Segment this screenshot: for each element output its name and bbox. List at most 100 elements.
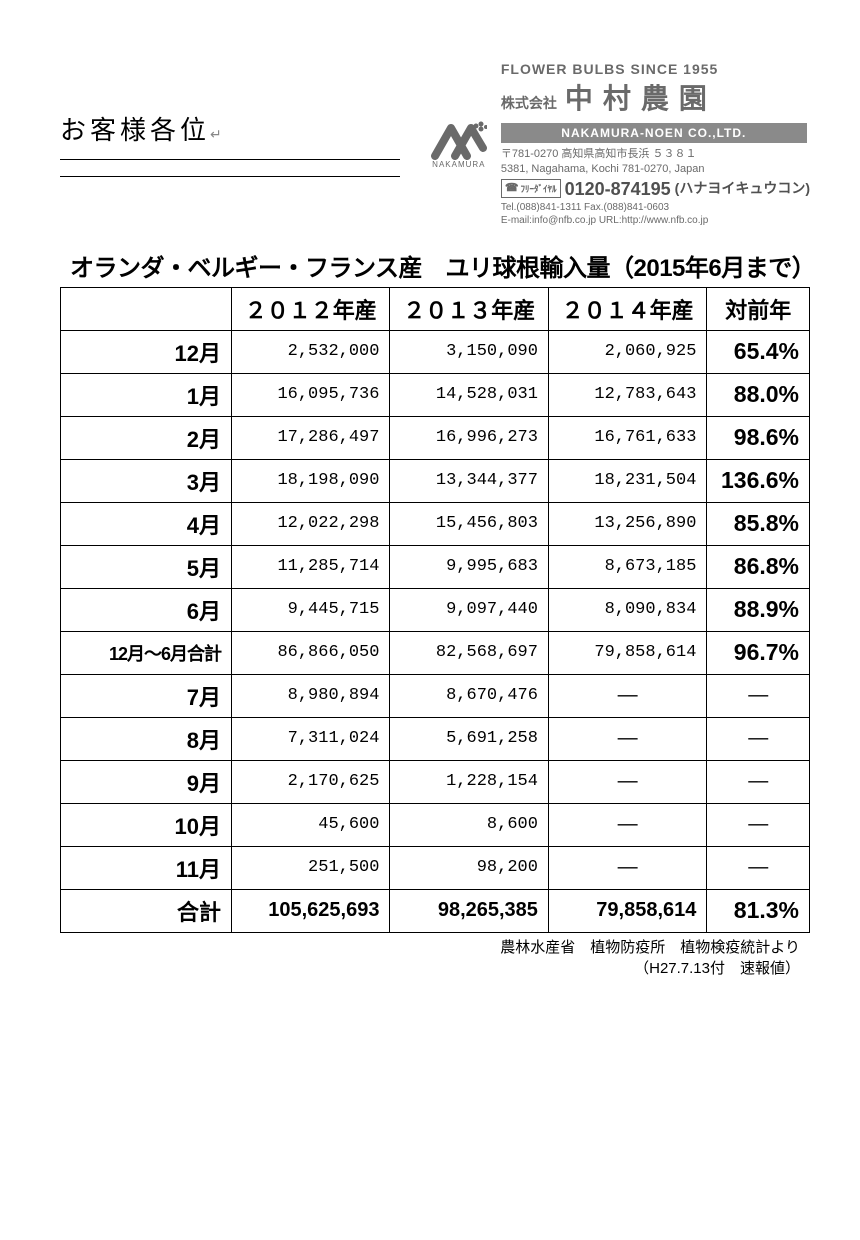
address-jp: 〒781-0270 高知県高知市長浜 ５３８１ xyxy=(501,147,810,162)
cell-pct: ― xyxy=(707,803,810,846)
cell-v2014: ― xyxy=(548,760,706,803)
col-2013: ２０１３年産 xyxy=(390,287,548,330)
tagline: FLOWER BULBS SINCE 1955 xyxy=(501,60,810,79)
cell-v2014: 8,673,185 xyxy=(548,545,706,588)
cell-v2012: 2,170,625 xyxy=(232,760,390,803)
row-label: 2月 xyxy=(61,416,232,459)
cell-v2013: 98,265,385 xyxy=(390,889,548,932)
row-label: 4月 xyxy=(61,502,232,545)
company-info: NAKAMURA FLOWER BULBS SINCE 1955 株式会社 中村… xyxy=(431,60,810,228)
cell-v2014: 18,231,504 xyxy=(548,459,706,502)
row-label: 3月 xyxy=(61,459,232,502)
cell-v2013: 14,528,031 xyxy=(390,373,548,416)
cell-v2014: 12,783,643 xyxy=(548,373,706,416)
footnote: 農林水産省 植物防疫所 植物検疫統計より （H27.7.13付 速報値） xyxy=(60,937,810,979)
cell-pct: ― xyxy=(707,760,810,803)
footnote-line1: 農林水産省 植物防疫所 植物検疫統計より xyxy=(500,939,800,956)
return-mark: ↵ xyxy=(210,128,226,143)
cell-v2014: ― xyxy=(548,674,706,717)
cell-v2013: 9,097,440 xyxy=(390,588,548,631)
free-dial-icon: ☎ﾌﾘｰﾀﾞｲﾔﾙ xyxy=(501,179,561,198)
letterhead: お客様各位↵ xyxy=(60,60,810,228)
table-row: 4月12,022,29815,456,80313,256,89085.8% xyxy=(61,502,810,545)
cell-v2013: 98,200 xyxy=(390,846,548,889)
table-row: 8月7,311,0245,691,258―― xyxy=(61,717,810,760)
company-name: 中村農園 xyxy=(565,81,717,119)
address-en: 5381, Nagahama, Kochi 781-0270, Japan xyxy=(501,162,810,177)
cell-v2012: 7,311,024 xyxy=(232,717,390,760)
table-row: 7月8,980,8948,670,476―― xyxy=(61,674,810,717)
cell-pct: 98.6% xyxy=(707,416,810,459)
company-name-en: NAKAMURA-NOEN CO.,LTD. xyxy=(501,123,807,143)
table-row: 3月18,198,09013,344,37718,231,504136.6% xyxy=(61,459,810,502)
row-label: 11月 xyxy=(61,846,232,889)
table-row: 9月2,170,6251,228,154―― xyxy=(61,760,810,803)
cell-pct: 136.6% xyxy=(707,459,810,502)
cell-v2012: 11,285,714 xyxy=(232,545,390,588)
phone-number: 0120-874195 xyxy=(565,177,671,201)
cell-v2014: 2,060,925 xyxy=(548,330,706,373)
cell-v2014: 16,761,633 xyxy=(548,416,706,459)
table-header-row: ２０１２年産 ２０１３年産 ２０１４年産 対前年 xyxy=(61,287,810,330)
cell-v2013: 3,150,090 xyxy=(390,330,548,373)
cell-v2014: ― xyxy=(548,846,706,889)
table-row: 2月17,286,49716,996,27316,761,63398.6% xyxy=(61,416,810,459)
table-row: 12月2,532,0003,150,0902,060,92565.4% xyxy=(61,330,810,373)
col-2014: ２０１４年産 xyxy=(548,287,706,330)
cell-v2012: 18,198,090 xyxy=(232,459,390,502)
cell-v2012: 9,445,715 xyxy=(232,588,390,631)
cell-v2012: 2,532,000 xyxy=(232,330,390,373)
col-vs-prev: 対前年 xyxy=(707,287,810,330)
cell-v2012: 8,980,894 xyxy=(232,674,390,717)
cell-pct: ― xyxy=(707,674,810,717)
logo-icon-wrap: NAKAMURA xyxy=(431,118,487,171)
cell-v2012: 16,095,736 xyxy=(232,373,390,416)
row-label: 1月 xyxy=(61,373,232,416)
row-label: 10月 xyxy=(61,803,232,846)
table-row: 10月45,6008,600―― xyxy=(61,803,810,846)
cell-v2013: 5,691,258 xyxy=(390,717,548,760)
customer-salutation-block: お客様各位↵ xyxy=(60,60,400,177)
cell-v2014: ― xyxy=(548,803,706,846)
tel-fax: Tel.(088)841-1311 Fax.(088)841-0603 xyxy=(501,201,810,215)
cell-pct: 81.3% xyxy=(707,889,810,932)
divider xyxy=(60,176,400,177)
row-label: 合計 xyxy=(61,889,232,932)
cell-v2013: 9,995,683 xyxy=(390,545,548,588)
cell-v2012: 86,866,050 xyxy=(232,631,390,674)
email-url: E-mail:info@nfb.co.jp URL:http://www.nfb… xyxy=(501,214,810,228)
row-label: 12月～6月合計 xyxy=(61,631,232,674)
cell-pct: 88.0% xyxy=(707,373,810,416)
row-label: 12月 xyxy=(61,330,232,373)
cell-pct: 88.9% xyxy=(707,588,810,631)
row-label: 7月 xyxy=(61,674,232,717)
cell-v2012: 105,625,693 xyxy=(232,889,390,932)
col-2012: ２０１２年産 xyxy=(232,287,390,330)
table-row: 1月16,095,73614,528,03112,783,64388.0% xyxy=(61,373,810,416)
cell-v2012: 12,022,298 xyxy=(232,502,390,545)
phone-note: (ハナヨイキュウコン) xyxy=(675,179,810,198)
cell-pct: 65.4% xyxy=(707,330,810,373)
nakamura-logo-icon xyxy=(431,118,487,162)
divider xyxy=(60,159,400,160)
phone-row: ☎ﾌﾘｰﾀﾞｲﾔﾙ 0120-874195 (ハナヨイキュウコン) xyxy=(501,177,810,201)
cell-v2013: 1,228,154 xyxy=(390,760,548,803)
customer-salutation: お客様各位 xyxy=(60,116,210,145)
table-row: 5月11,285,7149,995,6838,673,18586.8% xyxy=(61,545,810,588)
cell-v2013: 8,600 xyxy=(390,803,548,846)
cell-v2012: 251,500 xyxy=(232,846,390,889)
cell-v2014: 79,858,614 xyxy=(548,889,706,932)
table-row: 合計105,625,69398,265,38579,858,61481.3% xyxy=(61,889,810,932)
cell-v2014: ― xyxy=(548,717,706,760)
cell-pct: 86.8% xyxy=(707,545,810,588)
row-label: 9月 xyxy=(61,760,232,803)
free-dial-label: ﾌﾘｰﾀﾞｲﾔﾙ xyxy=(521,183,557,195)
cell-v2013: 8,670,476 xyxy=(390,674,548,717)
col-blank xyxy=(61,287,232,330)
import-table: ２０１２年産 ２０１３年産 ２０１４年産 対前年 12月2,532,0003,1… xyxy=(60,287,810,933)
cell-v2012: 17,286,497 xyxy=(232,416,390,459)
cell-pct: ― xyxy=(707,846,810,889)
footnote-line2: （H27.7.13付 速報値） xyxy=(634,960,800,977)
cell-v2014: 79,858,614 xyxy=(548,631,706,674)
cell-v2013: 13,344,377 xyxy=(390,459,548,502)
